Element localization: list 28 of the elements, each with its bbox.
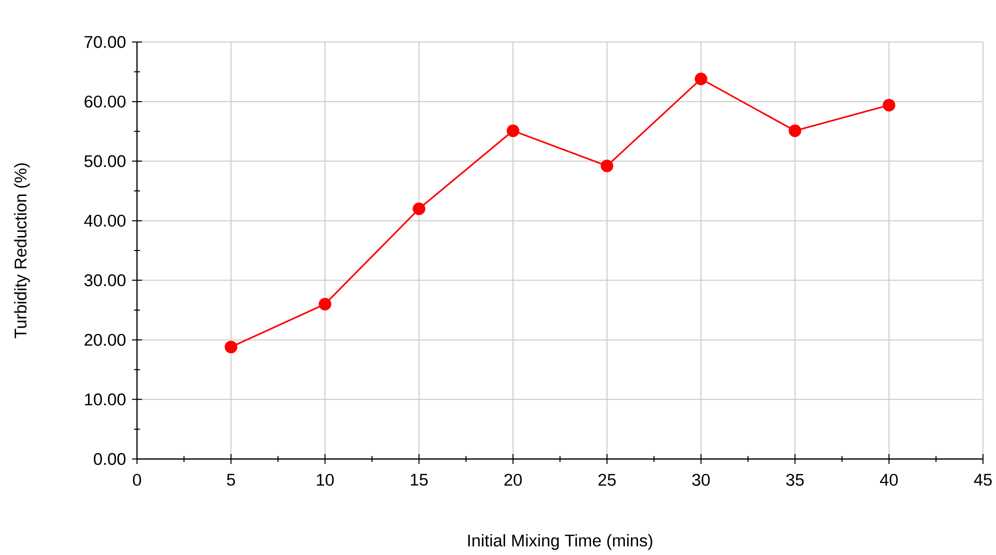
x-tick-label: 20 (504, 474, 522, 486)
x-tick-label: 40 (880, 474, 898, 486)
point (694, 72, 708, 86)
point (788, 124, 802, 138)
y-tick-label: 10.00 (85, 393, 126, 406)
x-tick-label: 0 (132, 474, 142, 486)
y-tick-label: 40.00 (84, 214, 126, 227)
y-tick-label: 60.00 (84, 96, 126, 108)
point (600, 160, 614, 172)
y-tick-label: 0.00 (94, 453, 126, 465)
point (224, 340, 238, 354)
y-axis-title: Turbidity Reduction (%) (14, 163, 30, 338)
y-tick-label: 50.00 (84, 155, 126, 168)
x-axis-title: Initial Mixing Time (mins) (468, 534, 652, 550)
x-tick-label: 25 (598, 474, 616, 486)
x-tick-label: 45 (974, 474, 992, 486)
y-tick-label: 20.00 (84, 334, 126, 346)
y-tick-label: 70.00 (84, 36, 126, 48)
point (412, 202, 426, 216)
x-tick-label: 30 (692, 474, 710, 486)
y-tick-label: 30.00 (84, 274, 126, 286)
x-tick-label: 10 (316, 474, 334, 486)
point (506, 124, 520, 138)
x-tick-label: 35 (786, 474, 804, 486)
x-tick-label: 5 (226, 474, 235, 486)
point (318, 298, 332, 310)
point (882, 98, 896, 112)
x-tick-label: 15 (410, 474, 428, 486)
